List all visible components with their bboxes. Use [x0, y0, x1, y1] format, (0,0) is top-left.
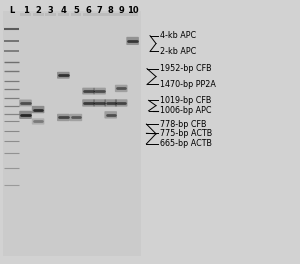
FancyBboxPatch shape: [32, 118, 44, 125]
Text: 4-kb APC: 4-kb APC: [160, 31, 196, 40]
FancyBboxPatch shape: [126, 37, 139, 45]
FancyBboxPatch shape: [57, 72, 70, 79]
Text: 1019-bp CFB: 1019-bp CFB: [160, 96, 212, 105]
FancyBboxPatch shape: [19, 111, 32, 119]
Text: 1952-bp CFB: 1952-bp CFB: [160, 64, 212, 73]
Text: 9: 9: [118, 6, 124, 15]
Text: 1: 1: [22, 6, 28, 15]
FancyBboxPatch shape: [57, 114, 70, 121]
FancyBboxPatch shape: [70, 114, 82, 121]
FancyBboxPatch shape: [19, 100, 32, 106]
Text: 4: 4: [60, 6, 66, 15]
FancyBboxPatch shape: [82, 88, 95, 95]
FancyBboxPatch shape: [82, 99, 95, 107]
Text: L: L: [9, 6, 15, 15]
Text: 2: 2: [35, 6, 41, 15]
Text: 775-bp ACTB: 775-bp ACTB: [160, 129, 213, 138]
Text: 1470-bp PP2A: 1470-bp PP2A: [160, 80, 216, 89]
Text: 7: 7: [97, 6, 103, 15]
Bar: [116, 13, 127, 16]
Bar: [70, 13, 81, 16]
FancyBboxPatch shape: [115, 99, 128, 107]
Bar: [94, 13, 105, 16]
Text: 6: 6: [85, 6, 91, 15]
Text: 1006-bp APC: 1006-bp APC: [160, 106, 212, 115]
Text: 8: 8: [108, 6, 114, 15]
Bar: [83, 13, 94, 16]
Bar: [33, 13, 44, 16]
Bar: [45, 13, 56, 16]
FancyBboxPatch shape: [93, 88, 106, 95]
Bar: [3, 11, 141, 256]
FancyBboxPatch shape: [93, 99, 106, 107]
FancyBboxPatch shape: [104, 111, 117, 119]
Text: 5: 5: [73, 6, 79, 15]
Bar: [127, 13, 138, 16]
Bar: [105, 13, 116, 16]
Text: 2-kb APC: 2-kb APC: [160, 47, 197, 56]
Text: 778-bp CFB: 778-bp CFB: [160, 120, 207, 129]
FancyBboxPatch shape: [32, 106, 44, 113]
Bar: [20, 13, 31, 16]
Bar: [58, 13, 69, 16]
Text: 665-bp ACTB: 665-bp ACTB: [160, 139, 212, 148]
Text: 3: 3: [48, 6, 54, 15]
FancyBboxPatch shape: [115, 85, 128, 92]
FancyBboxPatch shape: [104, 99, 117, 107]
Text: 10: 10: [127, 6, 138, 15]
